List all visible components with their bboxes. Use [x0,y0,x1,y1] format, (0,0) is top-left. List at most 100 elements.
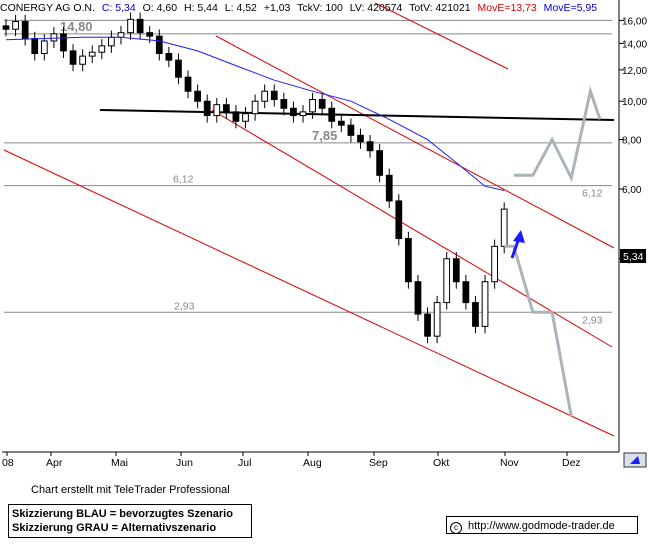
instrument-name: CONERGY AG O.N. [0,2,95,14]
candle-body [318,99,326,109]
high-value: H: 5,44 [184,2,218,14]
candle-body [443,258,451,304]
y-tick-label: 8,00 [622,136,642,147]
candle-body [242,113,249,122]
candle-body [98,45,106,53]
candle-body [357,134,364,143]
candle-body [395,200,403,240]
low-value: L: 4,52 [225,2,257,14]
level-label: 6,12 [173,174,194,186]
candle-body [117,32,125,38]
moving-average-series [5,36,505,191]
candle-body [414,281,422,315]
candle-body [491,245,498,283]
move2-value: MovE=5,95 [544,2,598,14]
candle-body [290,107,297,117]
candle-body [222,104,230,113]
candle-body [21,21,29,40]
copyright-icon: c [450,522,462,534]
current-price-label: 5,34 [623,251,644,263]
candle-body [69,50,77,65]
level-label-right: 6,12 [582,188,603,200]
x-tick-label: Mai [111,457,128,469]
gray-scenario-up [513,85,602,183]
candle-body [500,208,508,247]
x-tick-label: Okt [433,457,449,469]
candle-body [385,174,393,202]
y-tick-label: 6,00 [622,185,642,196]
y-tick-label: 16,00 [622,16,647,27]
y-tick-label: 10,00 [622,97,647,108]
lv-value: LV: 420574 [350,2,403,14]
candle-body [88,51,96,57]
candle-body [40,40,48,54]
x-tick-label: Apr [46,457,63,469]
level-label: 2,93 [174,300,195,312]
x-tick-label: Aug [303,457,322,469]
candle-body [108,36,115,47]
plot-frame [2,0,620,453]
candle-body [12,21,19,30]
candle-body [184,76,192,92]
candle-body [232,111,240,122]
trend-channel [3,2,615,437]
candle-body [347,124,355,136]
gray-scenario-down [504,244,573,417]
candle-body [175,59,182,78]
legend-gray: Skizzierung GRAU = Alternativszenario [12,522,217,534]
candle-body [31,38,39,54]
level-label: 14,80 [60,19,93,34]
candle-body [328,107,336,122]
tckv-value: TckV: 100 [297,2,343,14]
candle-body [127,18,134,34]
level-label: 7,85 [312,128,337,143]
open-value: O: 4,60 [143,2,178,14]
candle-body [251,100,259,115]
x-tick-label: Sep [369,457,388,469]
y-tick-label: 14,00 [622,39,647,50]
blue-scenario [510,230,525,259]
candle-body [136,18,144,34]
scroll-corner-icon[interactable] [623,452,647,468]
candle-body [472,302,479,327]
candle-body [213,104,221,117]
close-value: C: 5,34 [102,2,136,14]
x-tick-label: 08 [2,457,14,469]
price-candles [2,12,508,344]
candle-body [165,52,173,61]
candle-body [280,99,288,109]
candle-body [462,281,470,304]
candle-body [452,258,460,283]
current-price-badge: 5,34 [620,249,646,263]
candle-body [155,35,163,54]
x-tick-label: Jul [238,457,251,469]
candle-body [60,33,67,52]
candle-body [309,99,316,113]
horizontal-levels: 14,80 7,85 6,12 6,12 2,93 2,93 [4,19,612,326]
candle-body [366,141,374,152]
gray-scenario [504,85,602,417]
candle-body [376,150,384,176]
website-link[interactable]: c http://www.godmode-trader.de [446,516,638,534]
candle-body [203,100,211,117]
totv-value: TotV: 421021 [409,2,471,14]
level-label-right: 2,93 [582,314,603,326]
candle-body [424,313,431,337]
candle-body [79,55,87,65]
candle-body [2,25,10,30]
candle-body [270,90,278,101]
chart-credit: Chart erstellt mit TeleTrader Profession… [31,484,230,496]
candle-body [299,111,307,117]
candle-body [405,238,412,283]
moving-average-line [5,36,505,191]
x-tick-label: Nov [500,457,519,469]
candle-body [194,90,201,102]
chart-header: CONERGY AG O.N. C: 5,34 O: 4,60 H: 5,44 … [0,2,597,14]
website-url: http://www.godmode-trader.de [468,520,615,532]
candle-body [146,32,154,37]
blue-arrow-head [513,230,525,243]
x-axis: 08 Apr Mai Jun Jul Aug Sep Okt Nov Dez [2,452,581,469]
candle-body [50,33,58,42]
